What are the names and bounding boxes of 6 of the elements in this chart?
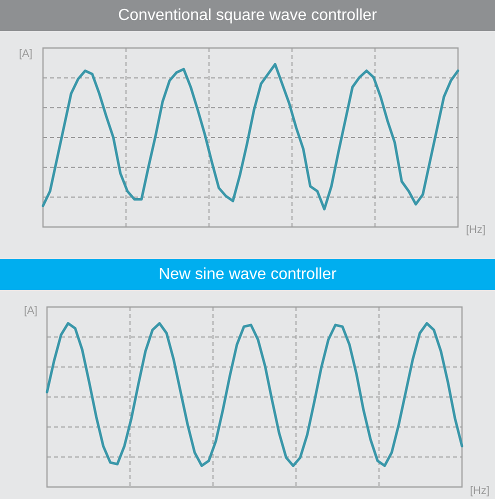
x-axis-title: [Hz] <box>466 224 486 236</box>
x-axis-title: [Hz] <box>470 485 490 497</box>
chart-title: New sine wave controller <box>0 259 495 290</box>
y-axis-title: [A] <box>19 48 32 60</box>
chart-title: Conventional square wave controller <box>0 0 495 31</box>
y-axis-title: [A] <box>24 305 38 317</box>
